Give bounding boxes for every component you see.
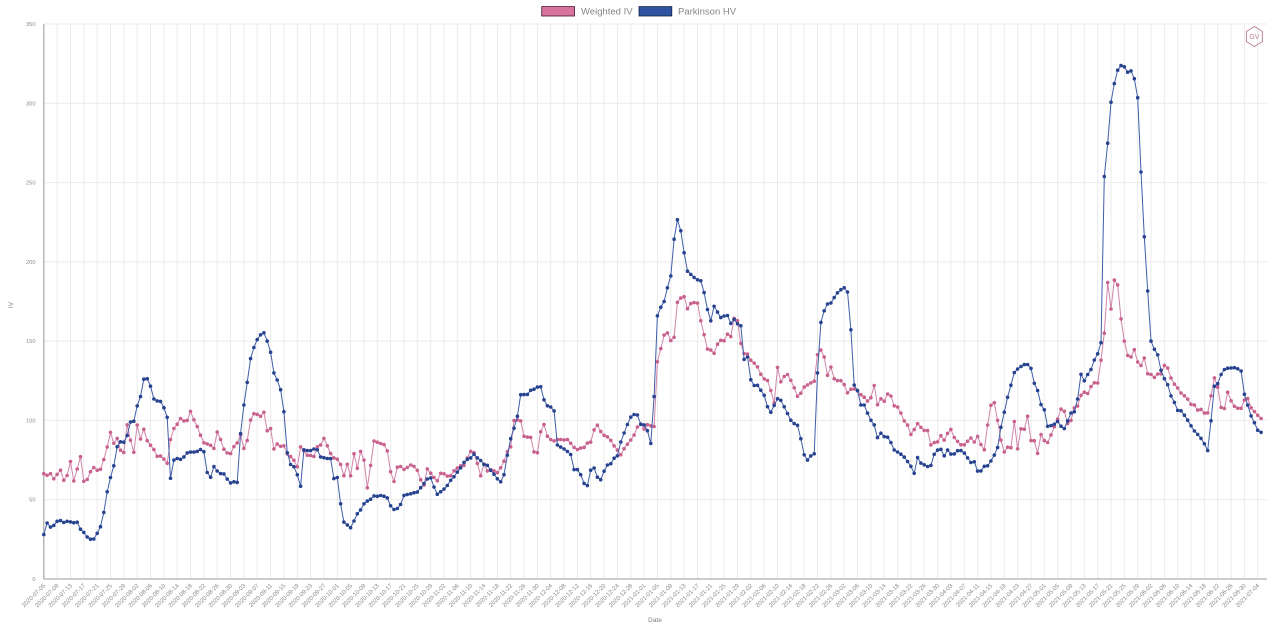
svg-text:300: 300 xyxy=(26,101,36,107)
svg-text:150: 150 xyxy=(26,339,36,345)
svg-text:Date: Date xyxy=(648,617,662,624)
svg-text:200: 200 xyxy=(26,260,36,266)
svg-text:250: 250 xyxy=(26,181,36,187)
svg-text:Weighted IV: Weighted IV xyxy=(581,7,633,18)
svg-text:GV: GV xyxy=(1249,34,1259,41)
svg-text:Parkinson HV: Parkinson HV xyxy=(678,7,737,18)
svg-text:100: 100 xyxy=(26,418,36,424)
svg-text:0: 0 xyxy=(32,577,35,583)
svg-text:350: 350 xyxy=(26,22,36,28)
svg-text:IV: IV xyxy=(8,301,15,308)
svg-text:50: 50 xyxy=(29,498,35,504)
